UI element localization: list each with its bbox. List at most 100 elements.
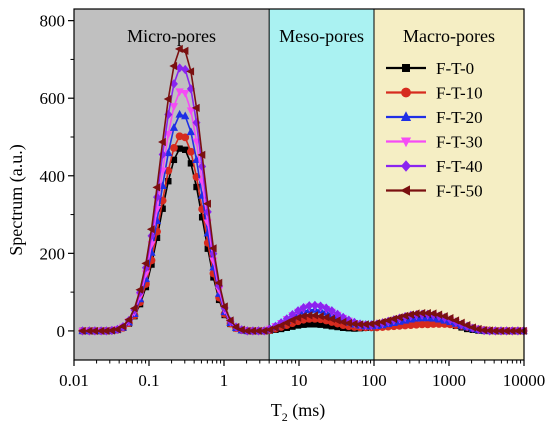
point-F-T-50-38	[293, 313, 302, 322]
region-1	[269, 9, 374, 360]
x-tick-label-6: 10000	[503, 371, 546, 390]
legend-item-F-T-0: F-T-0	[386, 59, 474, 78]
point-F-T-50-27	[231, 322, 240, 332]
point-F-T-50-70	[473, 324, 482, 334]
point-F-T-0-15	[165, 178, 172, 185]
point-F-T-50-35	[276, 321, 285, 330]
series-layer	[77, 44, 528, 336]
legend-marker-F-T-40	[401, 160, 411, 172]
point-F-T-50-28	[237, 325, 245, 334]
point-F-T-50-64	[440, 312, 448, 321]
point-F-T-0-20	[193, 183, 200, 191]
legend-label-F-T-30: F-T-30	[436, 133, 483, 152]
point-F-T-50-24	[214, 278, 223, 287]
point-F-T-50-7	[118, 322, 127, 331]
point-F-T-50-65	[445, 314, 454, 323]
point-F-T-50-69	[468, 323, 477, 332]
point-F-T-50-62	[428, 309, 437, 318]
x-tick-label-0: 0.01	[59, 371, 89, 390]
axes: 0.01 0.1 1 10 100 1000 10000 0 200 400 600 800	[40, 8, 546, 390]
point-F-T-50-17	[175, 44, 183, 54]
y-axis-title: Spectrum (a.u.)	[6, 144, 27, 255]
point-F-T-50-56	[394, 313, 403, 322]
region-0	[74, 9, 270, 360]
point-F-T-50-55	[389, 314, 398, 323]
point-F-T-40-44	[327, 306, 336, 316]
y-tick-label-2: 400	[40, 167, 66, 186]
point-F-T-30-19	[186, 107, 196, 116]
point-F-T-50-42	[315, 312, 324, 321]
point-F-T-0-14	[159, 205, 166, 212]
point-F-T-50-23	[208, 244, 217, 253]
point-F-T-50-22	[203, 199, 211, 208]
point-F-T-50-54	[383, 316, 392, 325]
point-F-T-50-8	[124, 315, 133, 324]
point-F-T-20-18	[181, 111, 190, 120]
point-F-T-50-67	[456, 318, 465, 327]
legend-item-F-T-10: F-T-10	[386, 84, 483, 103]
point-F-T-50-37	[287, 315, 296, 325]
point-F-T-30-18	[181, 89, 190, 98]
y-tick-label-4: 800	[40, 12, 66, 31]
point-F-T-50-15	[163, 94, 172, 104]
point-F-T-40-14	[158, 149, 167, 160]
point-F-T-50-19	[186, 67, 195, 76]
legend-item-F-T-50: F-T-50	[386, 182, 483, 201]
point-F-T-50-46	[338, 317, 347, 327]
point-F-T-40-41	[310, 300, 319, 310]
point-F-T-50-25	[220, 302, 228, 311]
point-F-T-50-6	[112, 325, 121, 334]
point-F-T-50-58	[406, 310, 414, 319]
point-F-T-40-17	[175, 63, 184, 73]
point-F-T-40-40	[305, 301, 314, 311]
point-F-T-50-57	[400, 311, 409, 320]
point-F-T-20-19	[186, 127, 196, 136]
x-tick-label-2: 1	[220, 371, 229, 390]
point-F-T-50-52	[372, 319, 381, 328]
point-F-T-20-17	[175, 109, 184, 118]
point-F-T-20-16	[169, 123, 179, 131]
legend-marker-F-T-50	[400, 185, 410, 196]
point-F-T-50-53	[377, 317, 386, 327]
point-F-T-50-68	[462, 320, 471, 330]
point-F-T-50-10	[135, 285, 144, 294]
point-F-T-50-36	[282, 318, 290, 327]
x-tick-label-4: 100	[361, 371, 387, 390]
legend-label-F-T-0: F-T-0	[436, 59, 474, 78]
point-F-T-50-21	[197, 150, 206, 159]
region-label-2: Macro-pores	[403, 26, 495, 46]
legend: F-T-0 F-T-10 F-T-20 F-T-30 F-T-40 F-T-50	[386, 59, 483, 201]
point-F-T-50-12	[146, 225, 155, 234]
legend-item-F-T-40: F-T-40	[386, 157, 483, 176]
point-F-T-50-33	[265, 325, 274, 334]
point-F-T-50-20	[191, 103, 200, 112]
point-F-T-30-16	[169, 103, 179, 111]
point-F-T-10-19	[187, 147, 195, 156]
point-F-T-30-15	[164, 131, 173, 139]
y-tick-label-0: 0	[57, 322, 66, 341]
legend-marker-F-T-0	[402, 64, 410, 72]
pore-regions: Micro-pores Meso-pores Macro-pores	[74, 9, 524, 360]
point-F-T-50-45	[332, 316, 341, 325]
point-F-T-10-16	[170, 143, 178, 152]
x-axis-title: T2 (ms)	[271, 400, 326, 424]
point-F-T-50-63	[434, 310, 443, 319]
point-F-T-50-13	[152, 183, 161, 192]
point-F-T-50-5	[107, 326, 116, 335]
point-F-T-50-11	[141, 259, 150, 268]
region-label-0: Micro-pores	[127, 26, 216, 46]
point-F-T-50-43	[321, 313, 330, 322]
series-F-T-50	[77, 44, 527, 336]
point-F-T-10-18	[181, 133, 190, 142]
point-F-T-50-44	[327, 314, 336, 323]
legend-label-F-T-50: F-T-50	[436, 182, 483, 201]
legend-label-F-T-10: F-T-10	[436, 84, 483, 103]
point-F-T-40-43	[322, 303, 331, 313]
point-F-T-40-42	[316, 301, 325, 311]
point-F-T-50-34	[270, 323, 279, 332]
y-tick-label-1: 200	[40, 244, 66, 263]
point-F-T-50-16	[169, 61, 178, 71]
legend-item-F-T-20: F-T-20	[386, 108, 483, 127]
point-F-T-40-38	[294, 306, 303, 316]
